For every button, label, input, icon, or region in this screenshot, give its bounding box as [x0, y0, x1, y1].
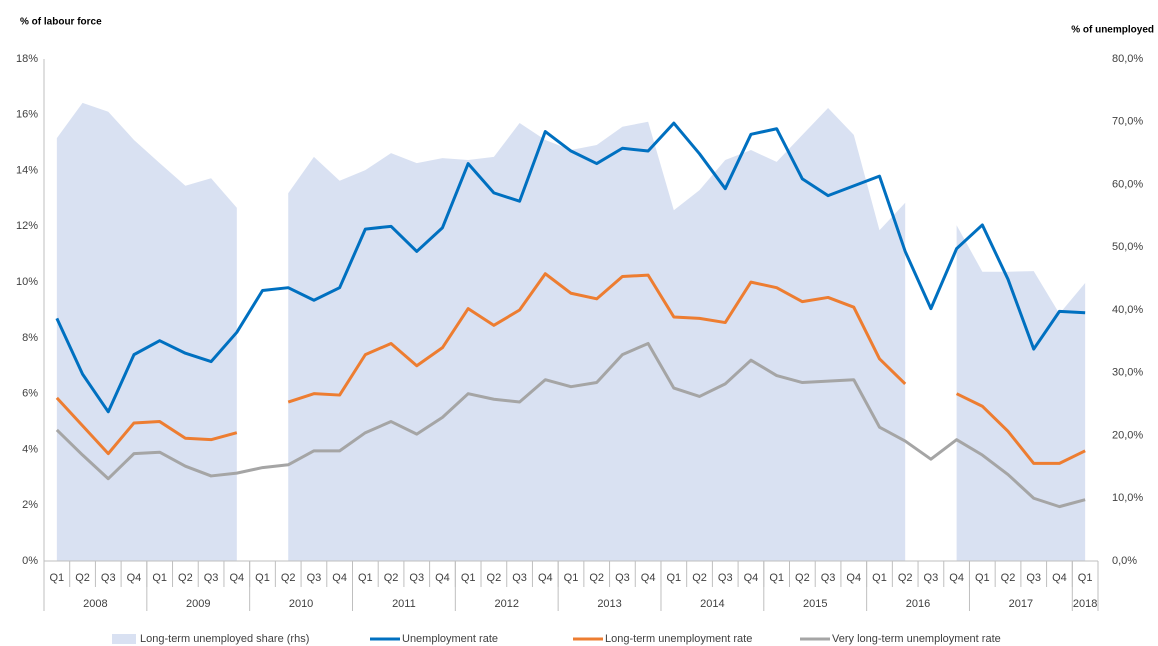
legend-label: Long-term unemployed share (rhs)	[140, 633, 309, 645]
x-group-label: 2015	[803, 598, 827, 610]
x-tick-label: Q1	[564, 572, 579, 584]
y-tick-label: 6%	[22, 388, 38, 400]
x-tick-label: Q1	[255, 572, 270, 584]
x-tick-label: Q2	[178, 572, 193, 584]
legend-label: Very long-term unemployment rate	[832, 633, 1001, 645]
x-group-label: 2008	[83, 598, 107, 610]
x-tick-label: Q3	[204, 572, 219, 584]
y2-tick-label: 0,0%	[1112, 555, 1137, 567]
x-tick-label: Q3	[409, 572, 424, 584]
x-tick-label: Q2	[384, 572, 399, 584]
y2-axis-title: % of unemployed	[1071, 25, 1154, 36]
x-tick-label: Q2	[795, 572, 810, 584]
line	[287, 272, 907, 404]
x-tick-label: Q3	[512, 572, 527, 584]
legend-label: Unemployment rate	[402, 633, 498, 645]
x-group-label: 2012	[494, 598, 518, 610]
y-tick-label: 10%	[16, 276, 38, 288]
y2-tick-label: 50,0%	[1112, 241, 1143, 253]
x-tick-label: Q4	[641, 572, 656, 584]
legend-swatch	[112, 634, 136, 644]
x-tick-label: Q2	[487, 572, 502, 584]
x-tick-label: Q1	[872, 572, 887, 584]
y-tick-label: 12%	[16, 220, 38, 232]
line	[55, 341, 1086, 509]
x-tick-label: Q4	[1052, 572, 1067, 584]
x-tick-label: Q1	[461, 572, 476, 584]
x-tick-label: Q2	[75, 572, 90, 584]
y2-tick-label: 60,0%	[1112, 178, 1143, 190]
line	[55, 396, 238, 456]
x-group-label: 2009	[186, 598, 210, 610]
x-group-label: 2014	[700, 598, 724, 610]
x-tick-label: Q3	[1026, 572, 1041, 584]
y-tick-label: 18%	[16, 53, 38, 65]
x-group-label: 2013	[597, 598, 621, 610]
x-tick-label: Q1	[152, 572, 167, 584]
y2-tick-label: 10,0%	[1112, 492, 1143, 504]
y-tick-label: 8%	[22, 332, 38, 344]
x-tick-label: Q1	[975, 572, 990, 584]
area	[288, 107, 906, 561]
y2-tick-label: 30,0%	[1112, 367, 1143, 379]
x-tick-label: Q1	[769, 572, 784, 584]
y2-tick-label: 40,0%	[1112, 304, 1143, 316]
x-tick-label: Q2	[281, 572, 296, 584]
x-tick-label: Q3	[101, 572, 116, 584]
y-tick-label: 0%	[22, 555, 38, 567]
x-tick-label: Q1	[50, 572, 65, 584]
line	[55, 121, 1086, 414]
x-tick-label: Q3	[924, 572, 939, 584]
x-tick-label: Q1	[1078, 572, 1093, 584]
x-tick-label: Q3	[615, 572, 630, 584]
x-tick-label: Q4	[229, 572, 244, 584]
x-tick-label: Q4	[332, 572, 347, 584]
line	[955, 392, 1086, 465]
x-tick-label: Q2	[589, 572, 604, 584]
y-tick-label: 2%	[22, 499, 38, 511]
legend-label: Long-term unemployment rate	[605, 633, 752, 645]
x-tick-label: Q4	[127, 572, 142, 584]
y-tick-label: 14%	[16, 164, 38, 176]
x-tick-label: Q4	[435, 572, 450, 584]
x-group-label: 2017	[1009, 598, 1033, 610]
x-tick-label: Q4	[949, 572, 964, 584]
x-group-label: 2018	[1073, 598, 1097, 610]
x-tick-label: Q1	[358, 572, 373, 584]
x-tick-label: Q3	[307, 572, 322, 584]
y-axis-title: % of labour force	[20, 17, 102, 28]
x-tick-label: Q2	[692, 572, 707, 584]
x-group-label: 2011	[392, 598, 416, 610]
x-group-label: 2010	[289, 598, 313, 610]
area	[56, 102, 237, 562]
x-tick-label: Q3	[821, 572, 836, 584]
y2-tick-label: 70,0%	[1112, 116, 1143, 128]
y2-tick-label: 80,0%	[1112, 53, 1143, 65]
y-tick-label: 16%	[16, 109, 38, 121]
x-tick-label: Q1	[666, 572, 681, 584]
x-tick-label: Q2	[1001, 572, 1016, 584]
area	[956, 225, 1086, 561]
x-tick-label: Q4	[744, 572, 759, 584]
x-group-label: 2016	[906, 598, 930, 610]
x-tick-label: Q3	[718, 572, 733, 584]
x-tick-label: Q4	[538, 572, 553, 584]
x-tick-label: Q4	[846, 572, 861, 584]
x-tick-label: Q2	[898, 572, 913, 584]
y2-tick-label: 20,0%	[1112, 429, 1143, 441]
y-tick-label: 4%	[22, 443, 38, 455]
